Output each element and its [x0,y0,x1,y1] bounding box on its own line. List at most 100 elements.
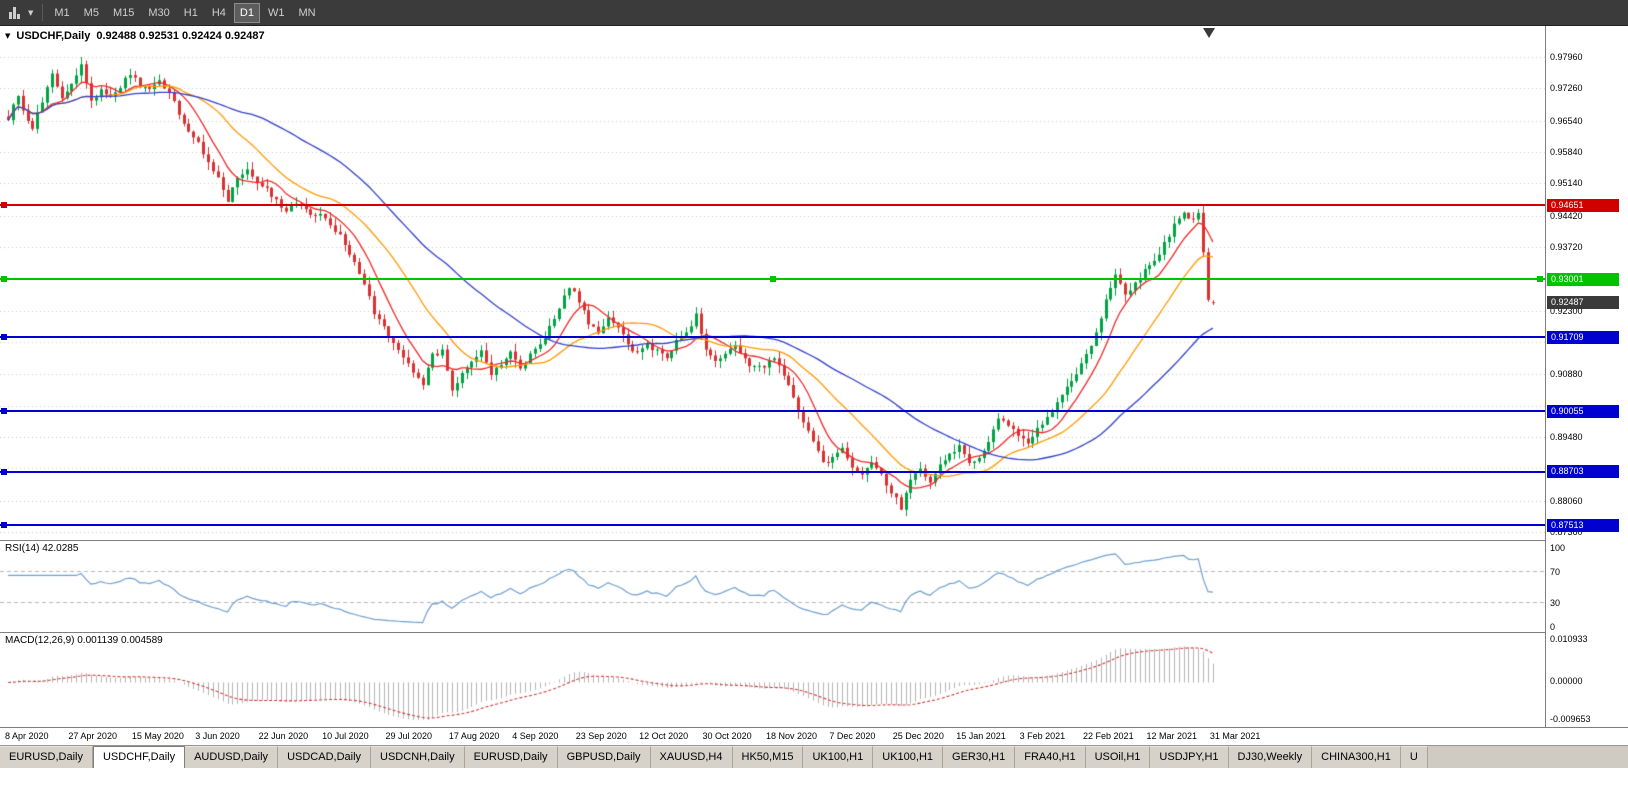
chart-tab-usdjpy-h1[interactable]: USDJPY,H1 [1150,746,1229,768]
timeframe-button-mn[interactable]: MN [292,3,321,23]
line-handle[interactable] [1,334,7,341]
expand-triangle-icon[interactable]: ▼ [5,32,11,40]
rsi-axis-label: 100 [1550,543,1566,553]
price-axis-label: 0.96540 [1550,115,1583,126]
horizontal-line-0.91709[interactable] [0,336,1545,339]
price-axis-label: 0.94420 [1550,210,1583,221]
price-line-badge: 0.94651 [1547,198,1619,212]
price-axis[interactable]: 0.97960 0.97260 0.96540 0.95840 0.95140 0.944… [1545,26,1628,727]
date-axis-label: 12 Mar 2021 [1146,731,1197,741]
chart-tab-fra40-h1[interactable]: FRA40,H1 [1015,746,1086,768]
macd-label: MACD(12,26,9) 0.001139 0.004589 [5,635,163,646]
timeframe-button-h4[interactable]: H4 [206,3,232,23]
date-axis-label: 10 Jul 2020 [322,731,369,741]
date-axis-label: 17 Aug 2020 [448,731,500,741]
candlestick-canvas[interactable] [0,26,1545,540]
timeframe-button-m1[interactable]: M1 [48,3,75,23]
price-axis-label: 0.95840 [1550,146,1583,157]
chart-tab-ger30-h1[interactable]: GER30,H1 [943,746,1016,768]
line-handle[interactable] [1537,276,1543,283]
date-axis-label: 27 Apr 2020 [68,731,117,741]
chart-tab-hk50-m15[interactable]: HK50,M15 [732,746,804,768]
date-axis-label: 12 Oct 2020 [639,731,689,741]
macd-axis-label: 0.010933 [1550,634,1588,644]
date-axis-label: 30 Oct 2020 [702,731,752,741]
price-line-badge: 0.88703 [1547,465,1619,479]
chart-tab-usdchf-daily[interactable]: USDCHF,Daily [92,746,186,768]
macd-axis-label: 0.00000 [1550,676,1583,687]
chart-tab-dj30-weekly[interactable]: DJ30,Weekly [1228,746,1313,768]
chart-tab-audusd-daily[interactable]: AUDUSD,Daily [185,746,279,768]
line-handle[interactable] [1,522,7,529]
macd-canvas[interactable] [0,633,1545,727]
price-axis-label: 0.93720 [1550,241,1583,252]
horizontal-line-0.94651[interactable] [0,204,1545,207]
horizontal-line-0.90055[interactable] [0,410,1545,413]
chart-tab-uk100-h1[interactable]: UK100,H1 [873,746,944,768]
price-axis-label: 0.95140 [1550,178,1583,189]
chart-ohlc-values: 0.92488 0.92531 0.92424 0.92487 [96,30,265,42]
horizontal-lines-layer [0,26,1545,540]
chart-tab-usdcnh-daily[interactable]: USDCNH,Daily [371,746,465,768]
chart-tab-china300-h1[interactable]: CHINA300,H1 [1312,746,1401,768]
chart-tab-usoil-h1[interactable]: USOil,H1 [1085,746,1151,768]
chart-tab-eurusd-daily[interactable]: EURUSD,Daily [0,746,93,768]
price-chart-panel[interactable]: ▼ USDCHF,Daily 0.92488 0.92531 0.92424 0… [0,26,1545,540]
line-handle[interactable] [770,276,776,283]
toolbar-separator [42,4,44,21]
horizontal-line-0.87513[interactable] [0,524,1545,527]
line-handle[interactable] [1,468,7,475]
chart-type-icon[interactable] [5,6,24,19]
price-axis-label: 0.87360 [1550,526,1583,537]
rsi-axis-label: 70 [1550,566,1561,577]
date-axis-label: 23 Sep 2020 [575,731,627,741]
price-line-badge: 0.93001 [1547,272,1619,286]
date-axis-label: 3 Jun 2020 [195,731,240,741]
chart-title: ▼ USDCHF,Daily 0.92488 0.92531 0.92424 0… [5,30,265,42]
price-axis-label: 0.92300 [1550,305,1583,316]
horizontal-line-0.88703[interactable] [0,470,1545,473]
chart-tab-xauusd-h4[interactable]: XAUUSD,H4 [650,746,733,768]
line-handle[interactable] [1,276,7,283]
macd-indicator-panel[interactable]: MACD(12,26,9) 0.001139 0.004589 [0,632,1545,727]
rsi-indicator-panel[interactable]: RSI(14) 42.0285 [0,540,1545,632]
chart-shift-marker[interactable] [1203,28,1215,38]
chart-tab-uk100-h1[interactable]: UK100,H1 [803,746,874,768]
timeframe-toolbar: ▼ M1 M5 M15 M30 H1 H4 D1 W1 MN [0,0,1628,26]
date-axis-label: 18 Nov 2020 [765,731,817,741]
chart-tab-u[interactable]: U [1400,746,1428,768]
date-axis-label: 15 Jan 2021 [956,731,1006,741]
chevron-down-icon[interactable]: ▼ [28,8,34,17]
chart-tab-gbpusd-daily[interactable]: GBPUSD,Daily [557,746,651,768]
date-axis-label: 31 Mar 2021 [1209,731,1261,741]
price-axis-label: 0.90880 [1550,369,1583,380]
date-axis-label: 25 Dec 2020 [892,731,944,741]
timeframe-button-w1[interactable]: W1 [262,3,291,23]
date-axis-label: 3 Feb 2021 [1019,731,1066,741]
line-handle[interactable] [1,202,7,209]
date-axis-label: 15 May 2020 [131,731,184,741]
timeframe-button-m15[interactable]: M15 [107,3,140,23]
price-axis-label: 0.97960 [1550,51,1583,62]
timeframe-button-m5[interactable]: M5 [78,3,105,23]
date-axis-label: 29 Jul 2020 [385,731,433,741]
rsi-canvas[interactable] [0,541,1545,632]
chart-tab-usdcad-daily[interactable]: USDCAD,Daily [278,746,372,768]
timeframe-button-d1[interactable]: D1 [233,2,260,23]
date-axis-label: 22 Jun 2020 [258,731,309,741]
chart-symbol-period: USDCHF,Daily [16,30,91,42]
chart-tab-eurusd-daily[interactable]: EURUSD,Daily [464,746,558,768]
price-line-badge: 0.91709 [1547,330,1619,344]
date-axis-label: 8 Apr 2020 [5,731,49,741]
timeframe-button-m30[interactable]: M30 [142,3,175,23]
chart-tab-bar: EURUSD,Daily USDCHF,Daily AUDUSD,Daily USDC… [0,745,1628,768]
price-axis-label: 0.88060 [1550,495,1583,506]
price-axis-label: 0.89480 [1550,431,1583,442]
macd-axis-label: -0.009653 [1550,714,1591,724]
time-axis[interactable]: 8 Apr 2020 27 Apr 2020 15 May 2020 3 Jun 20… [0,727,1628,745]
line-handle[interactable] [1,408,7,415]
price-axis-label: 0.97260 [1550,83,1583,94]
timeframe-button-h1[interactable]: H1 [178,3,204,23]
rsi-axis-label: 30 [1550,598,1561,609]
